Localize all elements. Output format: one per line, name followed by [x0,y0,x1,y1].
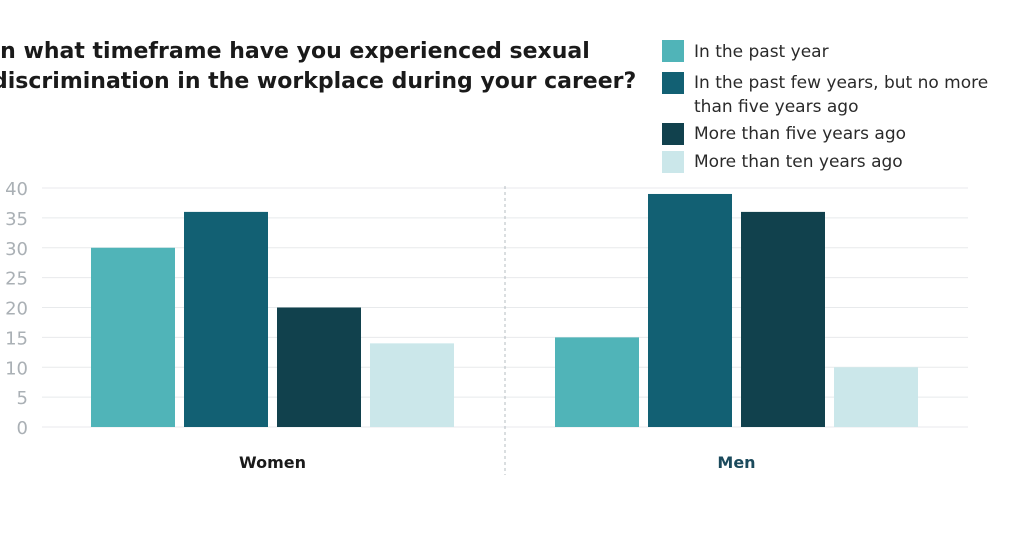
x-axis: Women Men [239,453,756,472]
y-tick-label: 10 [5,358,28,379]
y-tick-label: 15 [5,328,28,349]
legend-label: In the past year [694,42,829,62]
y-axis: 0 5 10 15 20 25 30 35 40 [5,179,28,439]
y-tick-label: 5 [17,388,28,409]
bar [277,307,361,427]
y-tick-label: 25 [5,269,28,290]
legend-label: than five years ago [694,97,858,117]
bar [555,337,639,427]
chart-title-line: In what timeframe have you experienced s… [0,39,590,64]
chart-title-line: discrimination in the workplace during y… [0,69,636,94]
legend-label: In the past few years, but no more [694,73,988,93]
x-category-label: Women [239,453,306,472]
y-tick-label: 40 [5,179,28,200]
legend-swatch [662,40,684,62]
legend-swatch [662,151,684,173]
x-category-label: Men [717,453,755,472]
bar [91,247,175,427]
legend-swatch [662,123,684,145]
y-tick-label: 20 [5,299,28,320]
y-tick-label: 0 [17,418,28,439]
legend: In the past year In the past few years, b… [662,40,988,173]
bar [648,193,732,427]
chart-title: In what timeframe have you experienced s… [0,39,636,94]
bars [91,193,918,427]
legend-label: More than five years ago [694,124,906,144]
bar [184,211,268,427]
y-tick-label: 30 [5,239,28,260]
legend-swatch [662,72,684,94]
bar [741,211,825,427]
legend-label: More than ten years ago [694,152,903,172]
y-tick-label: 35 [5,209,28,230]
bar [370,343,454,427]
bar [834,367,918,427]
